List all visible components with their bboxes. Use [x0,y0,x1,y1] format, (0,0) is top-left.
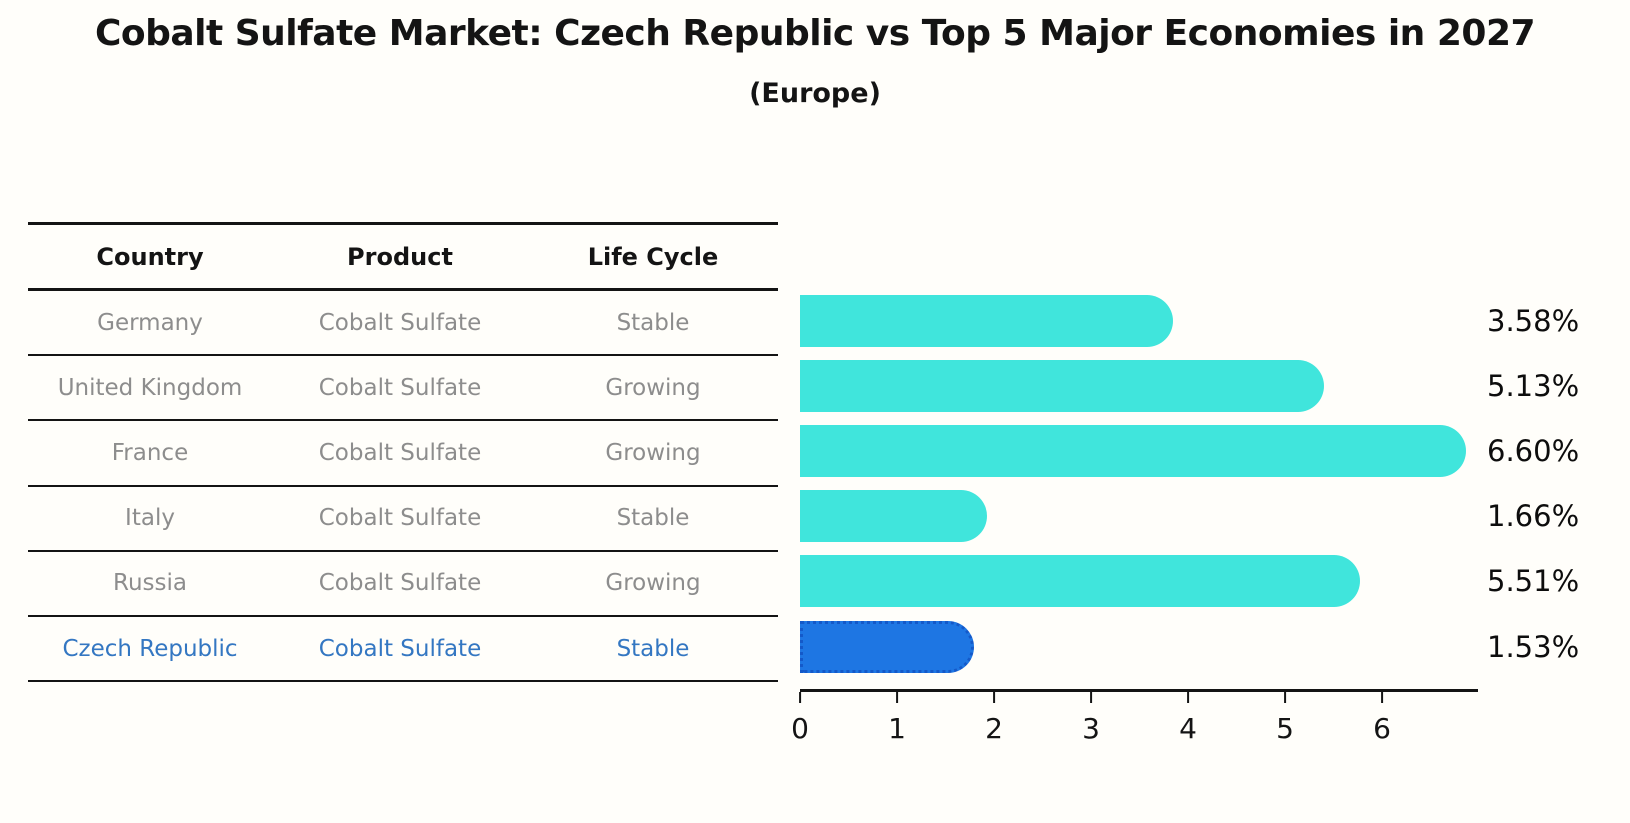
table-row-france: France Cobalt Sulfate Growing [28,421,778,487]
x-tick-label: 2 [985,712,1003,745]
table-header-row: Country Product Life Cycle [28,225,778,291]
product-cell: Cobalt Sulfate [318,570,482,597]
bar-united-kingdom [800,359,1324,412]
chart-title: Cobalt Sulfate Market: Czech Republic vs… [94,13,1536,54]
bar-france [800,424,1467,477]
x-tick-mark [1089,692,1093,703]
product-cell: Cobalt Sulfate [318,635,482,662]
lifecycle-cell: Stable [616,309,690,336]
chart-subtitle: (Europe) [749,78,881,109]
product-cell: Cobalt Sulfate [318,309,482,336]
x-tick-label: 5 [1276,712,1294,745]
lifecycle-cell: Stable [616,635,690,662]
country-cell: Germany [97,309,203,336]
country-table: Country Product Life Cycle Germany Cobal… [28,222,778,683]
lifecycle-cell: Growing [605,439,701,466]
value-label-italy: 1.66% [1487,499,1580,534]
table-row-russia: Russia Cobalt Sulfate Growing [28,552,778,617]
table-row-italy: Italy Cobalt Sulfate Stable [28,487,778,552]
product-cell: Cobalt Sulfate [318,374,482,401]
column-header-lifecycle: Life Cycle [587,242,719,271]
country-cell: France [111,439,189,466]
product-cell: Cobalt Sulfate [318,505,482,532]
lifecycle-cell: Growing [605,374,701,401]
x-tick-label: 0 [791,712,809,745]
table-row-czech-republic: Czech Republic Cobalt Sulfate Stable [28,617,778,683]
country-cell: Czech Republic [62,635,238,662]
table-row-germany: Germany Cobalt Sulfate Stable [28,291,778,357]
product-cell: Cobalt Sulfate [318,439,482,466]
table-row-united-kingdom: United Kingdom Cobalt Sulfate Growing [28,356,778,422]
x-tick-mark [992,692,996,703]
column-header-product: Product [347,242,453,271]
x-tick-mark [798,692,802,703]
column-header-country: Country [96,242,204,271]
x-tick-label: 1 [888,712,906,745]
bar-russia [800,555,1361,608]
value-label-czech-republic: 1.53% [1487,629,1580,664]
x-tick-mark [895,692,899,703]
value-label-germany: 3.58% [1487,303,1580,338]
bar-italy [800,490,988,543]
x-tick-mark [1283,692,1287,703]
lifecycle-cell: Growing [605,570,701,597]
x-tick-label: 3 [1082,712,1100,745]
value-labels: 3.58% 5.13% 6.60% 1.66% 5.51% 1.53% [1487,288,1627,679]
x-tick-mark [1380,692,1384,703]
bar-czech-republic-highlighted [800,620,975,673]
x-tick-mark [1186,692,1190,703]
x-tick-label: 6 [1373,712,1391,745]
lifecycle-cell: Stable [616,505,690,532]
x-axis-ticks: 0 1 2 3 4 5 6 [791,692,1478,752]
value-label-united-kingdom: 5.13% [1487,368,1580,403]
bar-germany [800,294,1174,347]
country-cell: Russia [113,570,187,597]
country-cell: United Kingdom [57,374,243,401]
bar-chart-plot-area [800,288,1490,679]
country-cell: Italy [125,505,175,532]
value-label-france: 6.60% [1487,433,1580,468]
x-tick-label: 4 [1179,712,1197,745]
value-label-russia: 5.51% [1487,564,1580,599]
x-axis-line [800,689,1478,692]
